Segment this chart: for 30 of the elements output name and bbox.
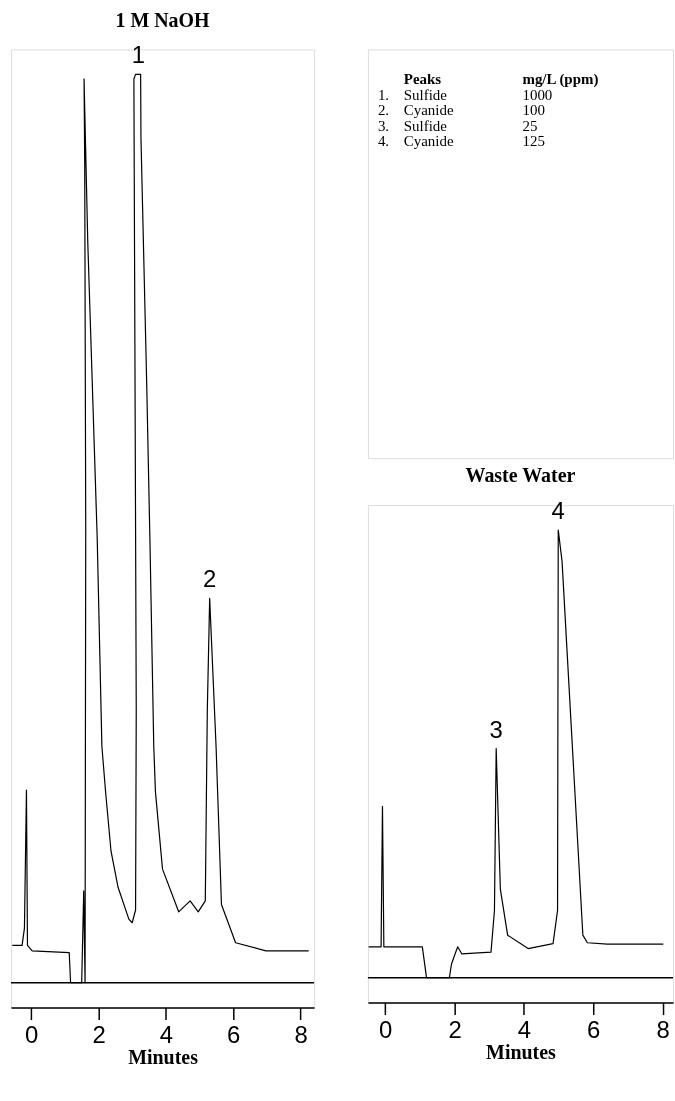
annotation: 1	[131, 41, 145, 69]
chart-title: 1 M NaOH	[115, 8, 211, 31]
x-tick-label: 2	[92, 1020, 106, 1048]
text: Cyanide	[403, 133, 454, 150]
text: 2.	[377, 102, 390, 119]
x-tick-label: 8	[294, 1020, 308, 1048]
text: 1000	[522, 86, 553, 103]
annotation: 4	[551, 497, 565, 525]
text: 25	[522, 117, 538, 134]
text: 1.	[377, 86, 390, 103]
text: Sulfide	[403, 86, 448, 103]
x-tick-label: 6	[227, 1020, 241, 1048]
text: 4.	[377, 133, 390, 150]
text: mg/L (ppm)	[522, 71, 599, 89]
x-tick-label: 2	[448, 1016, 462, 1044]
x-tick-label: 4	[159, 1020, 174, 1048]
text: Sulfide	[403, 117, 448, 134]
chart-title: Waste Water	[465, 464, 576, 487]
text: Peaks	[403, 71, 442, 88]
text: 125	[522, 133, 545, 150]
text: 100	[522, 102, 545, 119]
annotation: 3	[489, 715, 503, 743]
x-tick-label: 0	[379, 1016, 393, 1044]
x-axis-title: Minutes	[128, 1045, 199, 1068]
text: Cyanide	[403, 102, 454, 119]
annotation: 2	[203, 565, 217, 593]
x-tick-label: 8	[656, 1016, 670, 1044]
x-tick-label: 0	[25, 1020, 39, 1048]
text: 3.	[377, 117, 390, 134]
x-tick-label: 6	[587, 1016, 601, 1044]
